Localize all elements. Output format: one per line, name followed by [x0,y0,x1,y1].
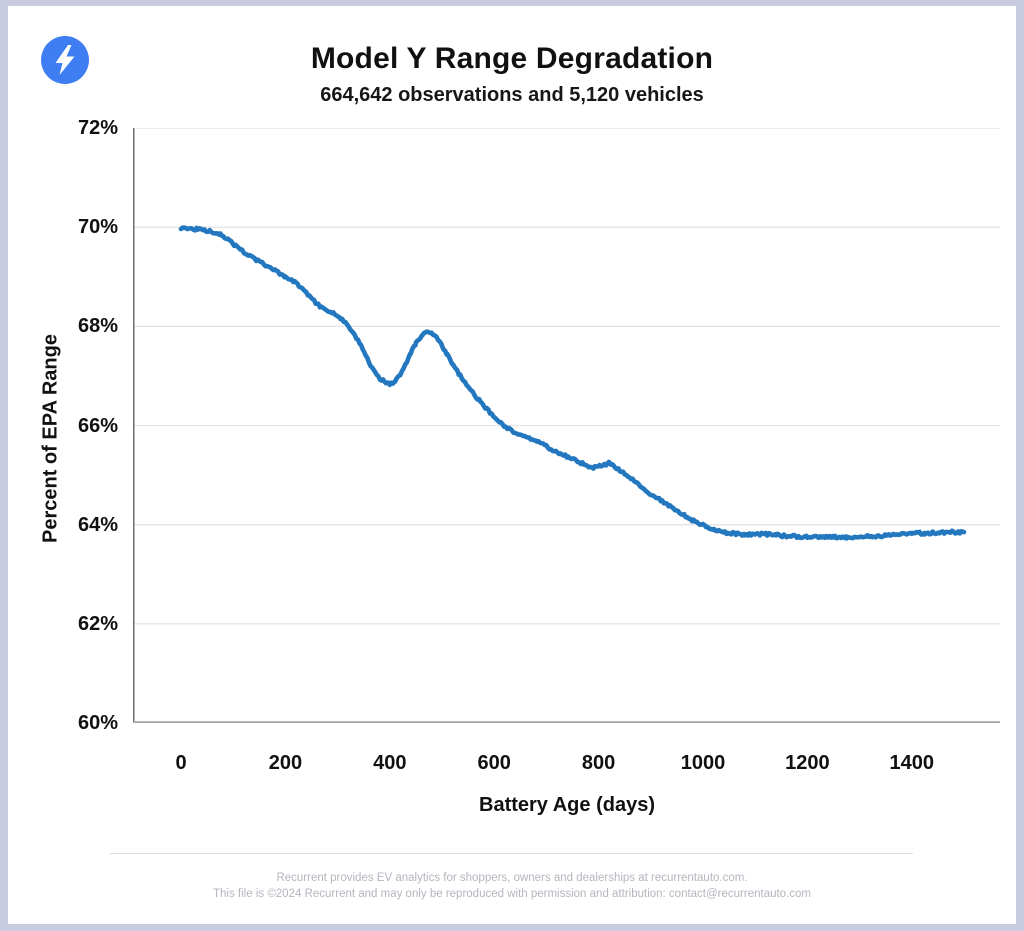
y-tick-label: 72% [77,117,118,139]
plot-area [133,128,1000,723]
x-tick-label: 200 [268,752,303,774]
x-tick-label: 0 [175,752,187,774]
recurrent-logo [41,36,89,84]
trend-line [178,225,967,541]
footer-divider [110,853,913,854]
footer-note-2: This file is ©2024 Recurrent and may onl… [213,888,811,900]
chart-subtitle: 664,642 observations and 5,120 vehicles [320,84,704,106]
footer: Recurrent provides EV analytics for shop… [8,870,1016,902]
y-tick-label: 68% [77,315,118,338]
x-tick-label: 400 [373,752,407,774]
x-tick-label: 1000 [680,752,726,774]
x-axis-title: Battery Age (days) [479,794,655,816]
y-tick-label: 62% [77,612,118,635]
lightning-bolt-icon [41,36,89,84]
page: Model Y Range Degradation 664,642 observ… [8,6,1016,924]
x-tick-label: 800 [581,752,616,774]
x-tick-label: 600 [477,752,511,774]
y-tick-label: 70% [77,216,118,239]
y-tick-label: 66% [77,414,118,437]
x-tick-label: 1200 [785,752,830,774]
chart-title: Model Y Range Degradation [310,42,714,75]
y-tick-label: 64% [77,513,118,536]
y-tick-label: 60% [77,712,118,734]
footer-note-1: Recurrent provides EV analytics for shop… [276,872,748,884]
x-tick-label: 1400 [889,752,935,774]
bolt-shape [55,45,75,75]
